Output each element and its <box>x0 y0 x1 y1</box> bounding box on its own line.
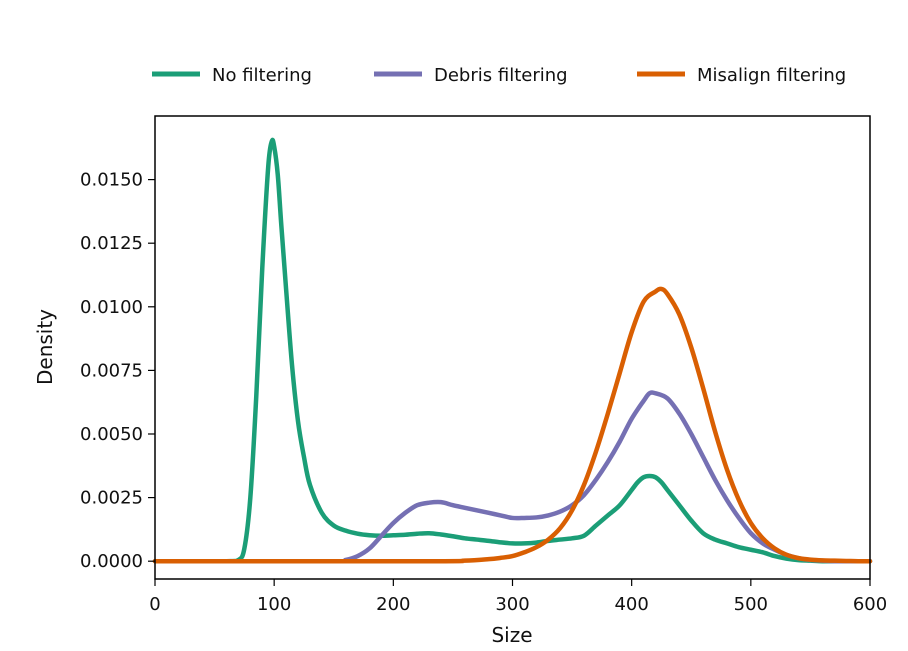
y-axis: 0.0000 0.0025 0.0050 0.0075 0.0100 0.0125 0.01… <box>80 170 155 572</box>
series-line-no-filtering <box>152 137 873 564</box>
plot-frame <box>154 115 871 580</box>
x-tick-label: 400 <box>614 594 648 615</box>
legend: No filtering Debris filtering Misalign fil… <box>152 65 846 86</box>
legend-item: No filtering <box>152 65 312 86</box>
x-tick-label: 600 <box>853 594 887 615</box>
y-axis-title: Density <box>33 309 57 385</box>
x-tick-label: 300 <box>495 594 529 615</box>
y-tick-label: 0.0050 <box>80 424 143 445</box>
y-tick-label: 0.0100 <box>80 297 143 318</box>
x-tick-label: 0 <box>149 594 160 615</box>
x-axis-title: Size <box>491 623 532 647</box>
y-tick-label: 0.0075 <box>80 360 143 381</box>
x-axis: 0 100 200 300 400 500 600 <box>149 579 887 615</box>
legend-item: Misalign filtering <box>637 65 846 86</box>
y-tick-label: 0.0150 <box>80 170 143 191</box>
x-tick-label: 200 <box>376 594 410 615</box>
y-tick-label: 0.0000 <box>80 551 143 572</box>
y-tick-label: 0.0125 <box>80 233 143 254</box>
legend-label: Misalign filtering <box>697 65 846 86</box>
legend-label: Debris filtering <box>434 65 568 86</box>
series-line-misalign-filtering <box>152 286 873 564</box>
y-tick-label: 0.0025 <box>80 488 143 509</box>
series-layer <box>152 137 873 564</box>
legend-label: No filtering <box>212 65 312 86</box>
x-tick-label: 100 <box>257 594 291 615</box>
legend-item: Debris filtering <box>374 65 568 86</box>
x-tick-label: 500 <box>734 594 768 615</box>
